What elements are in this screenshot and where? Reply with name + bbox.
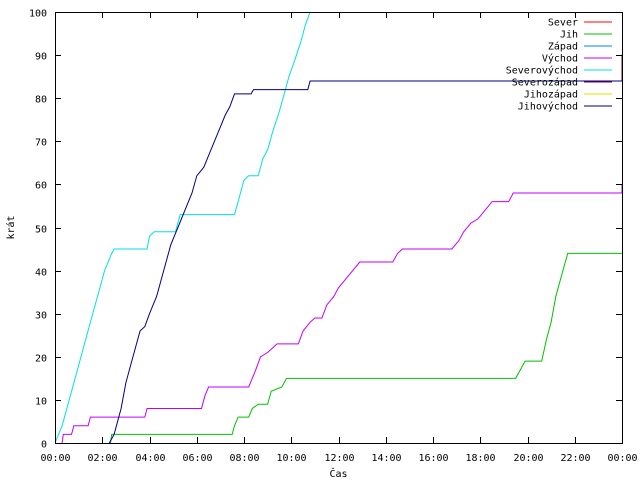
y-tick-label: 40 — [35, 268, 47, 279]
y-tick-label: 90 — [35, 52, 47, 63]
y-tick-label: 0 — [41, 440, 47, 451]
x-tick-label: 16:00 — [418, 453, 448, 464]
series-line-severovýchod — [55, 12, 311, 443]
series-line-jihovýchod — [108, 80, 622, 443]
x-tick-label: 04:00 — [135, 453, 165, 464]
x-tick-label: 12:00 — [324, 453, 354, 464]
x-axis-label: Čas — [329, 467, 347, 480]
legend-label: Severovýchod — [506, 65, 578, 77]
x-tick-label: 22:00 — [560, 453, 590, 464]
x-tick-label: 06:00 — [182, 453, 212, 464]
y-tick-label: 10 — [35, 397, 47, 408]
x-tick-label: 08:00 — [229, 453, 259, 464]
x-tick-label: 02:00 — [87, 453, 117, 464]
y-tick-label: 70 — [35, 138, 47, 149]
series-line-jih — [110, 252, 622, 443]
x-tick-label: 14:00 — [371, 453, 401, 464]
x-tick-label: 20:00 — [513, 453, 543, 464]
y-tick-label: 80 — [35, 95, 47, 106]
x-tick-label: 00:00 — [607, 453, 637, 464]
series-line-východ — [61, 184, 622, 443]
plot-lines — [55, 12, 622, 443]
x-tick-label: 00:00 — [40, 453, 70, 464]
legend-label: Sever — [548, 18, 578, 29]
y-tick-label: 60 — [35, 181, 47, 192]
legend-label: Východ — [542, 53, 578, 65]
y-tick-label: 100 — [29, 9, 47, 20]
x-tick-label: 10:00 — [276, 453, 306, 464]
legend-label: Severozápad — [512, 77, 578, 89]
legend-label: Jih — [560, 30, 578, 41]
x-tick-label: 18:00 — [465, 453, 495, 464]
y-tick-label: 30 — [35, 311, 47, 322]
legend-label: Jihozápad — [524, 89, 578, 101]
y-axis-label: krát — [5, 215, 17, 239]
legend-label: Západ — [548, 41, 578, 53]
legend: SeverJihZápadVýchodSeverovýchodSeverozáp… — [506, 18, 612, 113]
y-tick-label: 50 — [35, 225, 47, 236]
y-tick-label: 20 — [35, 354, 47, 365]
legend-label: Jihovýchod — [518, 101, 578, 113]
axis-ticks: 0 10 20 30 40 50 60 70 80 90 100 00:00 02:00 04:00 06:… — [29, 9, 638, 465]
